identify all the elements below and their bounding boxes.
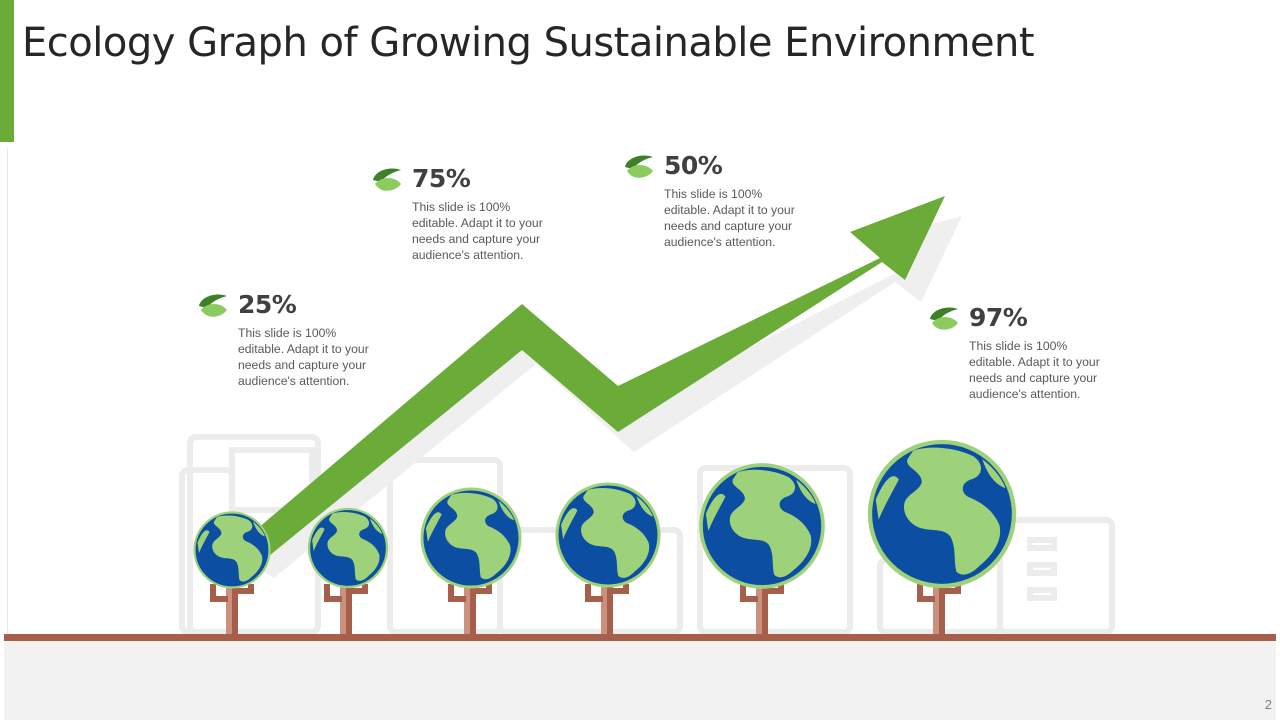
callout-text: This slide is 100% editable. Adapt it to… — [412, 200, 543, 262]
leaf-icon — [373, 168, 401, 191]
ground-line — [4, 634, 1276, 641]
title-accent-bar — [0, 0, 14, 142]
globe-tree-icon — [585, 584, 629, 636]
globe-tree-icon — [917, 584, 961, 636]
callout-text: This slide is 100% editable. Adapt it to… — [664, 187, 795, 249]
percent-value: 97% — [969, 303, 1028, 332]
globe-tree-icon — [740, 584, 784, 636]
growth-arrow — [244, 196, 945, 560]
callout-text: This slide is 100% editable. Adapt it to… — [969, 339, 1100, 401]
left-divider — [7, 148, 8, 638]
percent-value: 75% — [412, 164, 471, 193]
globe-tree-icon — [448, 584, 492, 636]
percent-value: 50% — [664, 151, 723, 180]
leaf-icon — [930, 307, 958, 330]
percent-value: 25% — [238, 290, 297, 319]
globe-tree-icon — [324, 584, 368, 636]
leaf-icon — [625, 155, 653, 178]
leaf-icon — [199, 294, 227, 317]
page-number: 2 — [1264, 697, 1272, 712]
bottom-band — [4, 640, 1276, 720]
globe-tree-icon — [210, 584, 254, 636]
slide-title: Ecology Graph of Growing Sustainable Env… — [22, 20, 1035, 66]
callout-text: This slide is 100% editable. Adapt it to… — [238, 326, 369, 388]
